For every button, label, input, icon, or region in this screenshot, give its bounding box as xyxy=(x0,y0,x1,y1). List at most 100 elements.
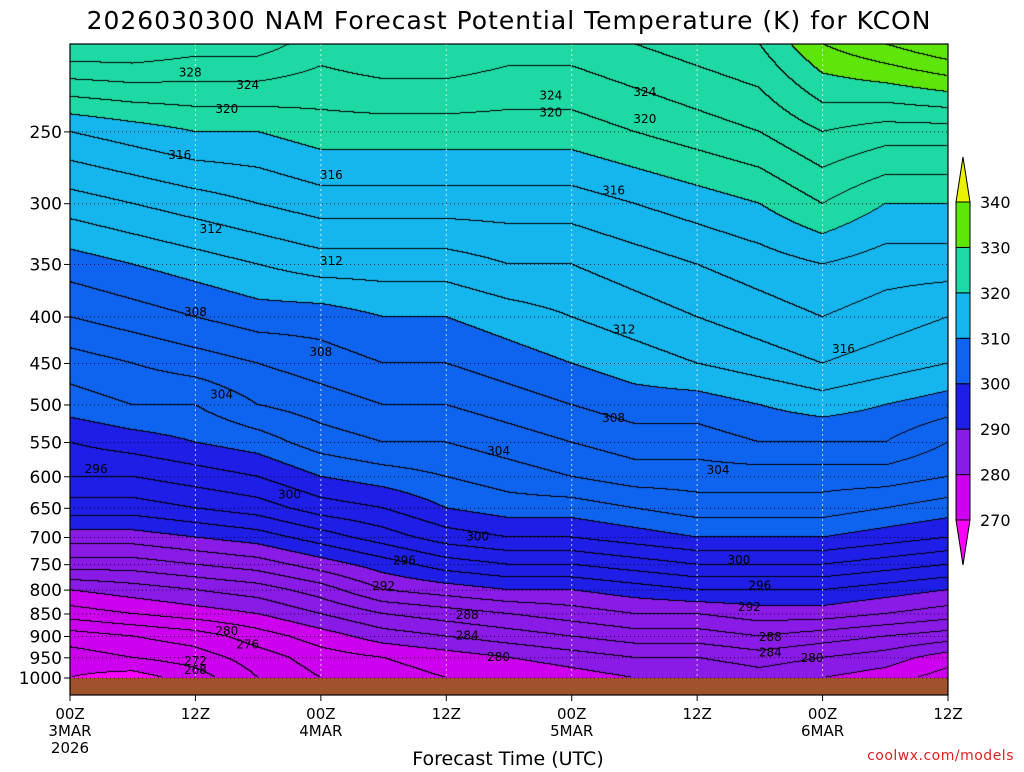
contour-label: 300 xyxy=(466,529,489,543)
y-tick-label: 250 xyxy=(30,123,62,143)
contour-label: 288 xyxy=(759,630,782,644)
chart-title: 2026030300 NAM Forecast Potential Temper… xyxy=(87,6,932,35)
contour-label: 324 xyxy=(633,85,656,99)
contour-label-text: 316 xyxy=(602,183,625,197)
y-tick-label: 500 xyxy=(30,396,62,416)
contour-label-text: 320 xyxy=(633,112,656,126)
contour-label-text: 312 xyxy=(320,254,343,268)
contour-label-text: 284 xyxy=(456,629,479,643)
y-tick-label: 700 xyxy=(30,528,62,548)
contour-label-text: 304 xyxy=(487,444,510,458)
y-tick-label: 600 xyxy=(30,468,62,488)
contour-label: 312 xyxy=(320,254,343,268)
contour-label: 280 xyxy=(487,650,510,664)
contour-label-text: 300 xyxy=(278,488,301,502)
y-tick-label: 750 xyxy=(30,556,62,576)
contour-label-text: 272 xyxy=(184,654,207,668)
y-tick-label: 650 xyxy=(30,499,62,519)
colorbar-box xyxy=(955,474,971,521)
colorbar-lower-arrow xyxy=(955,519,971,566)
contour-label-text: 268 xyxy=(184,663,207,677)
contour-label: 276 xyxy=(236,637,259,651)
ground-surface xyxy=(70,678,948,695)
x-tick-date: 5MAR xyxy=(550,722,593,740)
colorbar-box xyxy=(955,292,971,339)
contour-label-text: 308 xyxy=(309,345,332,359)
contour-label: 296 xyxy=(393,553,416,567)
contour-label-text: 288 xyxy=(759,630,782,644)
contour-label-text: 312 xyxy=(613,323,636,337)
y-tick-label: 550 xyxy=(30,433,62,453)
contour-label-text: 280 xyxy=(487,650,510,664)
contour-label: 296 xyxy=(748,579,771,593)
contour-label: 304 xyxy=(210,388,233,402)
contour-label: 300 xyxy=(727,553,750,567)
contour-label: 304 xyxy=(487,444,510,458)
colorbar-label: 270 xyxy=(980,511,1011,530)
contour-label-text: 300 xyxy=(727,553,750,567)
x-tick-label: 00Z xyxy=(808,705,837,723)
contour-label: 320 xyxy=(215,102,238,116)
contour-label: 272 xyxy=(184,654,207,668)
plot-frame xyxy=(69,43,949,696)
contour-label-text: 316 xyxy=(320,168,343,182)
x-tick-label: 12Z xyxy=(181,705,210,723)
colorbar-label: 310 xyxy=(980,329,1011,348)
y-tick-label: 950 xyxy=(30,649,62,669)
contour-label-text: 320 xyxy=(539,106,562,120)
y-tick-label: 400 xyxy=(30,308,62,328)
y-tick-label: 900 xyxy=(30,627,62,647)
x-tick-label: 12Z xyxy=(432,705,461,723)
contour-label: 284 xyxy=(456,629,479,643)
x-tick-year: 2026 xyxy=(51,739,89,757)
contour-label: 316 xyxy=(832,342,855,356)
x-tick-label: 12Z xyxy=(933,705,962,723)
contour-label-text: 312 xyxy=(200,222,223,236)
x-tick-label: 00Z xyxy=(557,705,586,723)
y-tick-label: 1000 xyxy=(19,669,62,689)
contour-label-text: 288 xyxy=(456,608,479,622)
colorbar-label: 300 xyxy=(980,375,1011,394)
colorbar-box xyxy=(955,383,971,430)
contour-label: 292 xyxy=(738,600,761,614)
contour-label: 316 xyxy=(602,183,625,197)
contour-label: 308 xyxy=(602,411,625,425)
contour-label: 316 xyxy=(168,148,191,162)
colorbar-label: 320 xyxy=(980,284,1011,303)
contour-label: 312 xyxy=(200,222,223,236)
y-tick-label: 350 xyxy=(30,255,62,275)
contour-label: 296 xyxy=(85,462,108,476)
contour-label: 280 xyxy=(801,651,824,665)
x-tick-date: 4MAR xyxy=(299,722,342,740)
colorbar-upper-arrow xyxy=(955,156,971,203)
contour-label-text: 280 xyxy=(801,651,824,665)
y-tick-label: 800 xyxy=(30,581,62,601)
contour-label-text: 316 xyxy=(832,342,855,356)
contour-label: 328 xyxy=(179,65,202,79)
colorbar-label: 340 xyxy=(980,193,1011,212)
contour-label: 288 xyxy=(456,608,479,622)
colorbar-label: 290 xyxy=(980,420,1011,439)
colorbar-box xyxy=(955,201,971,248)
contour-label-text: 296 xyxy=(393,553,416,567)
y-tick-label: 450 xyxy=(30,354,62,374)
contour-label: 312 xyxy=(613,323,636,337)
x-tick-date: 6MAR xyxy=(801,722,844,740)
x-axis-title: Forecast Time (UTC) xyxy=(412,748,603,768)
contour-label-text: 292 xyxy=(372,579,395,593)
contour-label: 308 xyxy=(309,345,332,359)
contour-label: 268 xyxy=(184,663,207,677)
contour-label: 316 xyxy=(320,168,343,182)
contour-label: 324 xyxy=(539,89,562,103)
contour-label: 284 xyxy=(759,645,782,659)
contour-label-text: 320 xyxy=(215,102,238,116)
colorbar-box xyxy=(955,428,971,476)
contour-label-text: 324 xyxy=(236,78,259,92)
colorbar-box xyxy=(955,246,971,294)
theta-field xyxy=(70,44,948,678)
contour-label-text: 328 xyxy=(179,65,202,79)
contour-label: 308 xyxy=(184,305,207,319)
y-tick-label: 300 xyxy=(30,195,62,215)
contour-label-text: 276 xyxy=(236,637,259,651)
